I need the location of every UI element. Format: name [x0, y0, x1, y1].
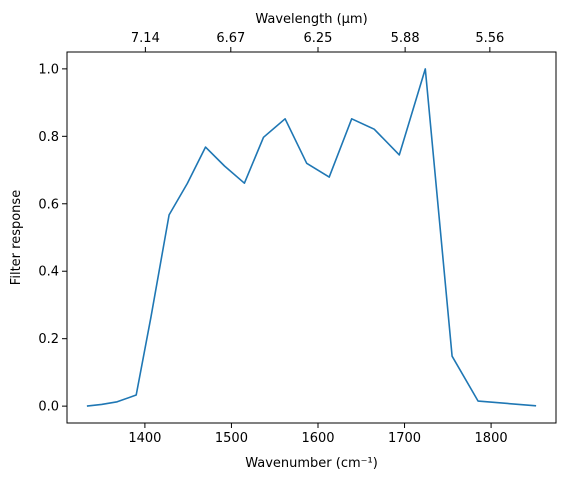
y-axis-ticks: 0.0 0.2 0.4 0.6 0.8 1.0: [38, 62, 67, 415]
secondary-x-tick-label: 6.67: [216, 31, 245, 46]
y-tick-label: 1.0: [38, 62, 59, 77]
y-tick-label: 0.6: [38, 197, 59, 212]
secondary-x-tick-label: 5.56: [475, 31, 504, 46]
secondary-x-tick-label: 6.25: [304, 31, 333, 46]
secondary-x-tick-label: 7.14: [131, 31, 160, 46]
x-tick-label: 1500: [215, 431, 248, 446]
x-axis-title: Wavenumber (cm⁻¹): [245, 456, 378, 471]
secondary-x-axis-ticks: 7.14 6.67 6.25 5.88 5.56: [131, 31, 504, 52]
x-tick-label: 1400: [128, 431, 161, 446]
y-axis-title: Filter response: [9, 190, 24, 285]
x-tick-label: 1600: [301, 431, 334, 446]
x-axis-ticks: 1400 1500 1600 1700 1800: [128, 423, 508, 446]
y-tick-label: 0.2: [38, 332, 59, 347]
series-layer: [86, 68, 537, 407]
y-tick-label: 0.4: [38, 265, 59, 280]
series-line: [86, 68, 537, 407]
secondary-x-tick-label: 5.88: [391, 31, 420, 46]
secondary-x-axis-title: Wavelength (μm): [255, 12, 367, 27]
plot-frame: [66, 51, 557, 424]
x-tick-label: 1700: [388, 431, 421, 446]
y-tick-label: 0.0: [38, 400, 59, 415]
x-tick-label: 1800: [475, 431, 508, 446]
y-tick-label: 0.8: [38, 130, 59, 145]
